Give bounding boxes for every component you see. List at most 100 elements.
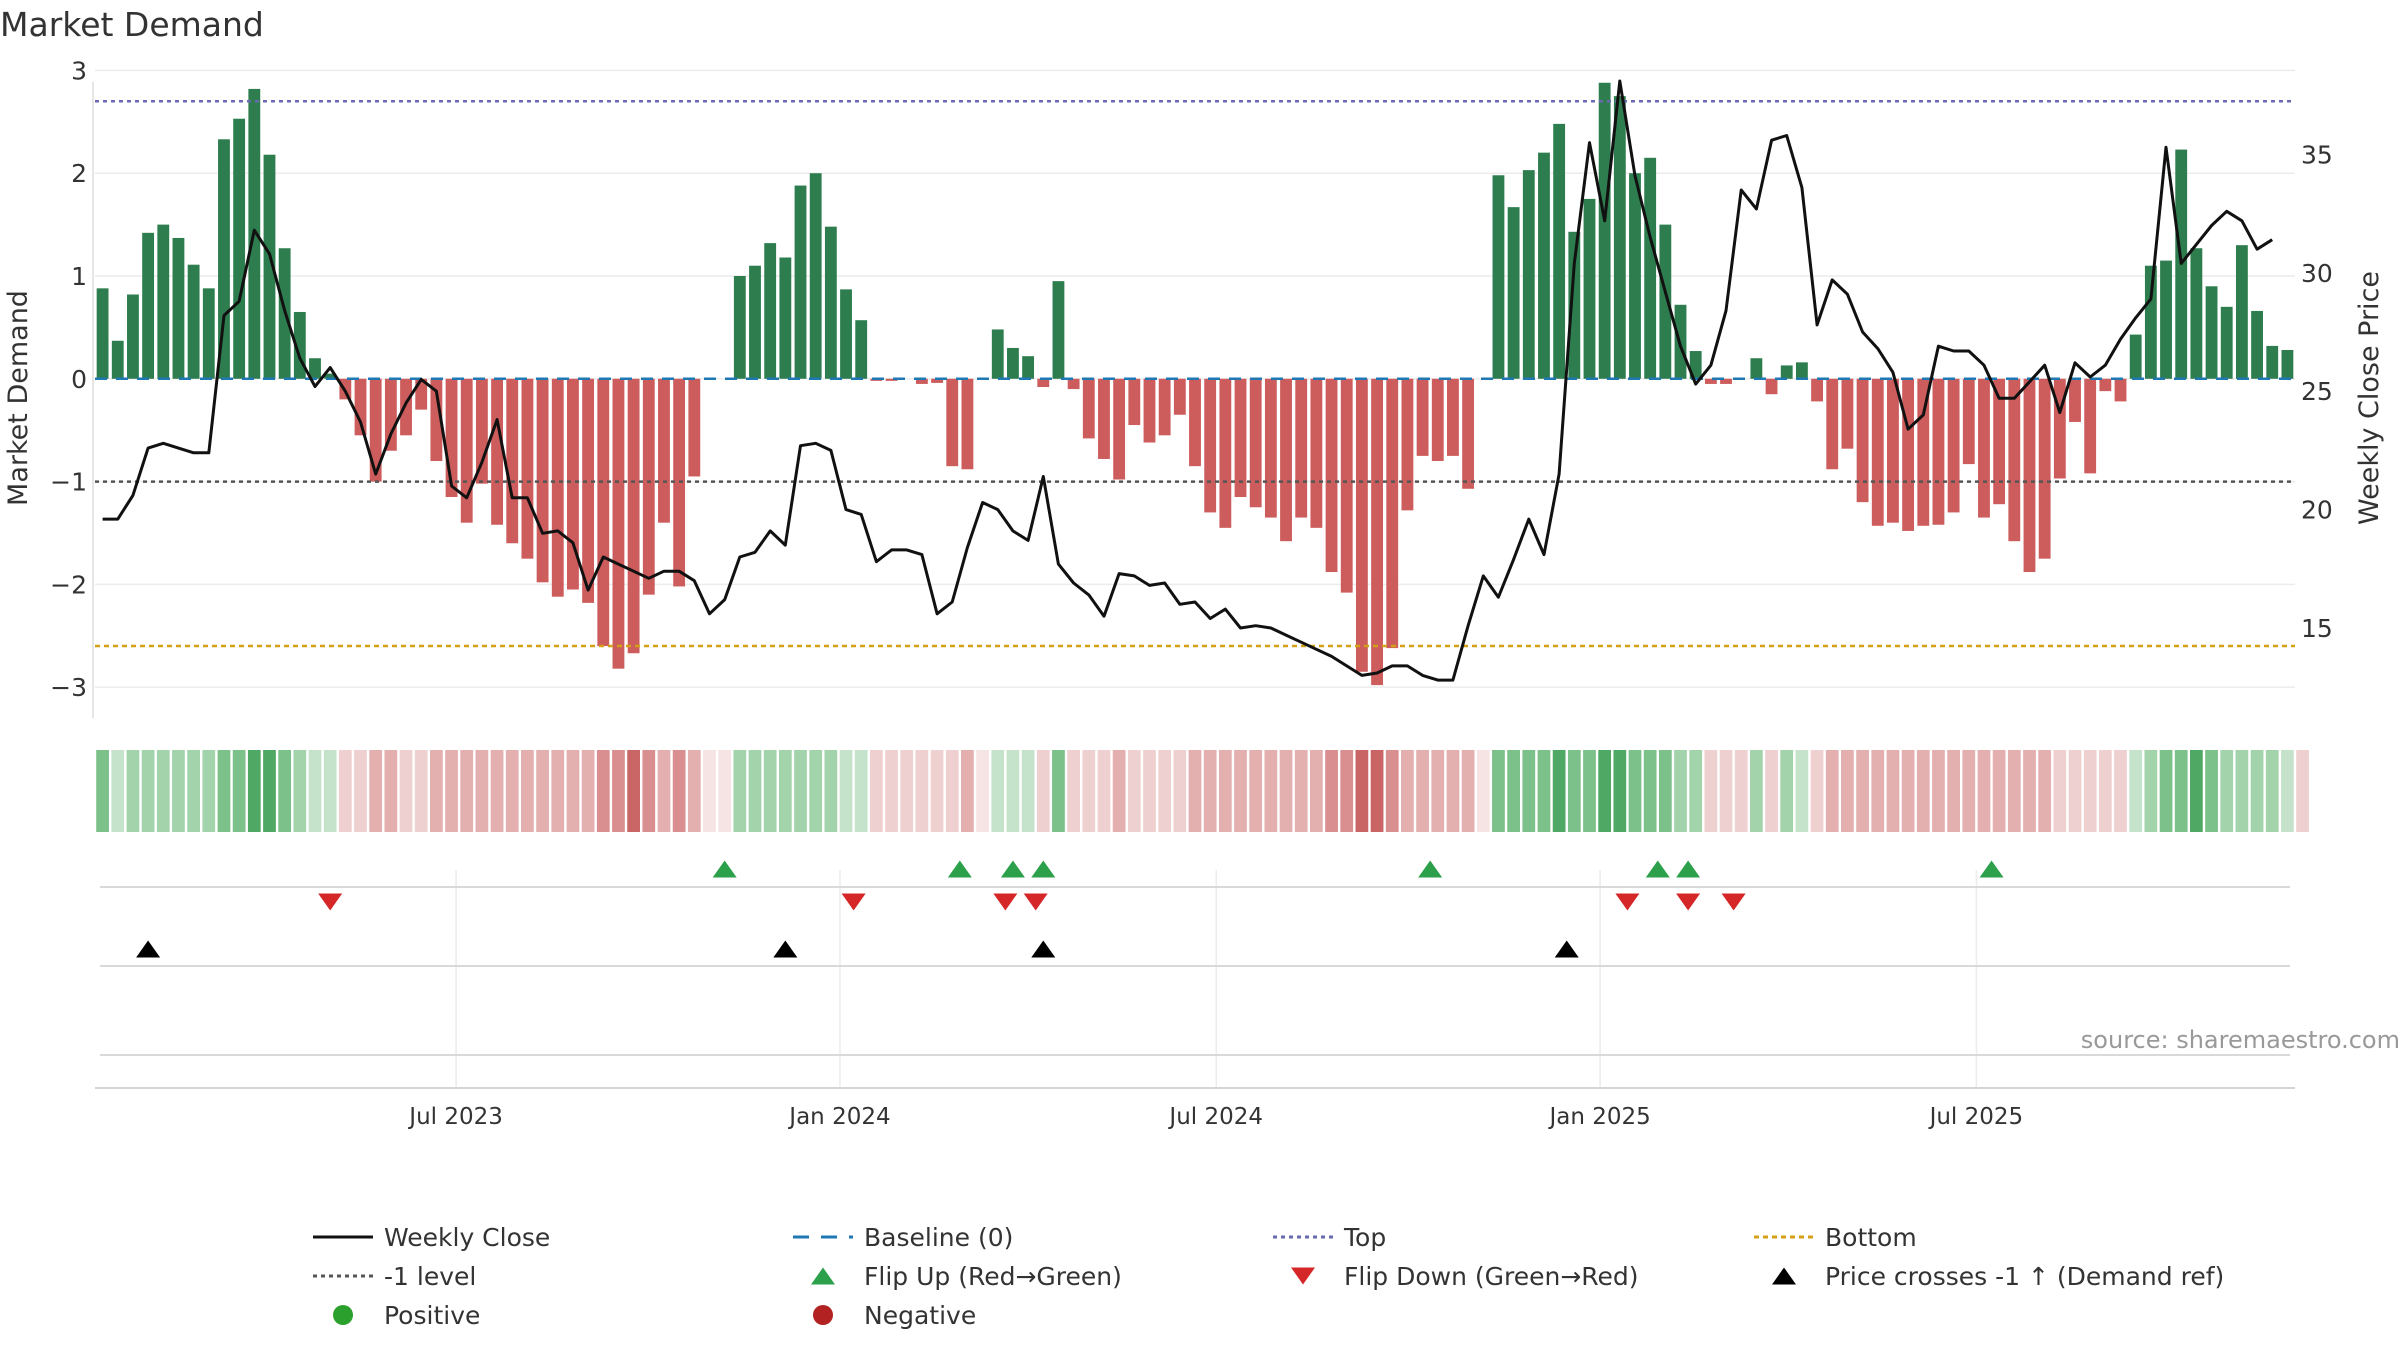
strip-cell xyxy=(1476,750,1490,832)
strip-cell xyxy=(2098,750,2112,832)
strip-cell xyxy=(278,750,292,832)
flip-down-marker xyxy=(1676,893,1701,911)
y2-axis-label: Weekly Close Price xyxy=(2354,271,2385,525)
y2-tick-label: 20 xyxy=(2301,496,2333,525)
demand-bar xyxy=(1447,378,1459,456)
strip-cell xyxy=(2114,750,2127,832)
strip-cell xyxy=(703,750,716,832)
demand-bar xyxy=(1401,378,1414,511)
strip-cell xyxy=(612,750,625,832)
strip-cell xyxy=(1522,750,1536,832)
demand-bar xyxy=(1082,378,1095,439)
strip-cell xyxy=(338,750,352,832)
strip-cell xyxy=(172,750,185,832)
demand-bar xyxy=(369,378,382,482)
price-cross-marker xyxy=(1554,940,1579,958)
demand-bar xyxy=(1007,347,1019,379)
strip-cell xyxy=(596,750,610,832)
demand-bar xyxy=(400,378,412,436)
strip-cell xyxy=(111,750,125,832)
reference-lines xyxy=(95,100,2295,648)
flip-up-marker xyxy=(712,860,737,878)
strip-cell xyxy=(1416,750,1429,832)
legend-symbol-flip-down xyxy=(1291,1267,1315,1285)
strip-cell xyxy=(945,750,959,832)
demand-bar xyxy=(991,329,1004,379)
demand-bar xyxy=(384,378,397,451)
strip-cell xyxy=(1143,750,1156,832)
strip-cell xyxy=(536,750,549,832)
demand-bar xyxy=(1371,378,1383,686)
strip-cell xyxy=(1355,750,1369,832)
demand-bar xyxy=(1204,378,1217,513)
strip-cell xyxy=(2129,750,2143,832)
demand-bar xyxy=(2205,286,2218,379)
demand-bar xyxy=(612,378,625,669)
demand-bar xyxy=(855,320,868,379)
strip-cell xyxy=(1613,750,1627,832)
strip-cell xyxy=(657,750,671,832)
strip-cell xyxy=(1264,750,1278,832)
demand-bar xyxy=(688,378,701,477)
strip-cell xyxy=(566,750,580,832)
strip-cell xyxy=(1203,750,1217,832)
flip-up-marker xyxy=(1000,860,1025,878)
strip-cell xyxy=(308,750,322,832)
demand-bar xyxy=(187,264,200,379)
y-tick-label: 1 xyxy=(71,262,87,291)
strip-cell xyxy=(1856,750,1869,832)
strip-cell xyxy=(96,750,109,832)
strip-cell xyxy=(1992,750,2006,832)
strip-cell xyxy=(293,750,307,832)
demand-bar xyxy=(551,378,564,597)
x-tick-label: Jul 2024 xyxy=(1167,1104,1263,1130)
y-axis-ticks: 3 2 1 0 −1 −2 −3 xyxy=(50,56,87,702)
flip-down-marker xyxy=(1023,893,1048,911)
demand-bar xyxy=(1386,378,1399,649)
demand-bar xyxy=(475,378,488,484)
strip-cell xyxy=(141,750,155,832)
strip-cell xyxy=(475,750,489,832)
demand-bar xyxy=(1067,378,1080,390)
flip-up-marker xyxy=(947,860,972,878)
demand-bar xyxy=(521,378,534,559)
strip-cell xyxy=(430,750,443,832)
demand-bar xyxy=(824,226,837,379)
x-tick-label: Jul 2025 xyxy=(1928,1104,2024,1130)
strip-cell xyxy=(672,750,686,832)
legend-label-price-cross: Price crosses -1 ↑ (Demand ref) xyxy=(1825,1262,2224,1291)
strip-cell xyxy=(2174,750,2188,832)
strip-cell xyxy=(263,750,276,832)
strip-cell xyxy=(1507,750,1520,832)
strip-cell xyxy=(1765,750,1778,832)
demand-bar xyxy=(2099,378,2112,392)
demand-bar xyxy=(1629,173,1641,379)
demand-bar xyxy=(233,118,246,379)
y2-tick-label: 15 xyxy=(2301,614,2333,643)
y-tick-label: −2 xyxy=(50,570,87,599)
demand-bar xyxy=(1659,224,1672,379)
strip-cell xyxy=(1841,750,1854,832)
strip-cell xyxy=(1052,750,1065,832)
demand-bar xyxy=(218,139,230,379)
strip-cell xyxy=(1674,750,1687,832)
strip-cell xyxy=(202,750,216,832)
strip-cell xyxy=(1112,750,1126,832)
strip-cell xyxy=(521,750,534,832)
demand-bar xyxy=(1022,356,1035,379)
strip-cell xyxy=(1810,750,1824,832)
legend-label-baseline: Baseline (0) xyxy=(864,1223,1013,1252)
y-axis-label: Market Demand xyxy=(3,290,34,506)
demand-bar xyxy=(1355,378,1368,672)
demand-bar xyxy=(597,378,610,647)
demand-bar xyxy=(885,378,898,381)
demand-bar xyxy=(2220,306,2233,379)
source-credit: source: sharemaestro.com xyxy=(2081,1026,2400,1054)
strip-cell xyxy=(1492,750,1505,832)
x-axis-ticks: Jul 2023 Jan 2024 Jul 2024 Jan 2025 Jul 2025 xyxy=(407,1104,2023,1130)
strip-cell xyxy=(232,750,246,832)
strip-cell xyxy=(323,750,337,832)
demand-bar xyxy=(1462,378,1475,489)
demand-bar xyxy=(1173,378,1186,415)
legend-symbol-positive xyxy=(333,1305,353,1325)
